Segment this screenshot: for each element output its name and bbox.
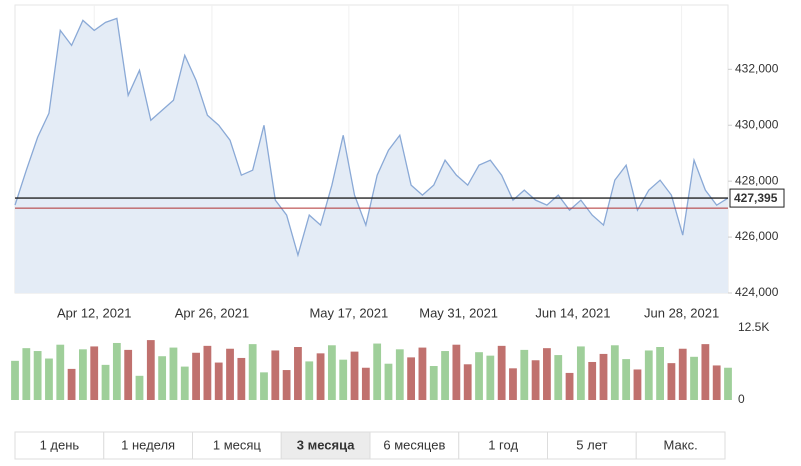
range-button-label[interactable]: 5 лет [576, 437, 607, 452]
volume-bar [554, 355, 563, 400]
volume-bar [214, 362, 223, 400]
range-button-label[interactable]: 1 год [488, 437, 518, 452]
volume-bar [565, 372, 574, 400]
volume-bar [509, 368, 517, 400]
volume-bar [56, 344, 65, 400]
volume-bar [712, 365, 721, 400]
y-tick-label: 432,000 [735, 61, 779, 75]
volume-bar [373, 343, 382, 400]
volume-bar [101, 364, 110, 400]
volume-bar [22, 348, 31, 400]
volume-bar [622, 359, 631, 400]
y-tick-label: 426,000 [735, 229, 779, 243]
x-tick-label: Jun 14, 2021 [535, 305, 610, 320]
volume-bar [531, 360, 540, 400]
volume-bar [724, 367, 732, 400]
volume-bar [667, 363, 676, 400]
volume-bar [327, 345, 336, 400]
volume-bar [656, 347, 664, 400]
volume-bar [418, 347, 427, 400]
volume-bar [203, 345, 212, 400]
volume-bar [543, 348, 551, 400]
y-tick-label: 428,000 [735, 173, 779, 187]
volume-bar [305, 361, 314, 400]
volume-bar [395, 349, 404, 400]
volume-bar [271, 350, 280, 400]
range-button-label[interactable]: 3 месяца [297, 437, 355, 452]
y-tick-label: 424,000 [735, 285, 779, 299]
volume-bar [633, 369, 642, 400]
x-tick-label: May 31, 2021 [419, 305, 498, 320]
range-button[interactable] [547, 431, 637, 460]
volume-bar [112, 342, 121, 400]
range-button[interactable] [635, 431, 726, 460]
volume-bar [701, 344, 710, 400]
volume-bar [486, 355, 495, 400]
range-button[interactable] [103, 431, 193, 460]
volume-bar [690, 356, 698, 400]
volume-bar [192, 352, 200, 400]
volume-bar [441, 351, 449, 400]
x-tick-label: Apr 12, 2021 [57, 305, 131, 320]
volume-bar [316, 353, 325, 400]
volume-bar [226, 348, 234, 400]
volume-bar [260, 372, 268, 400]
range-button[interactable] [369, 431, 460, 460]
volume-bar [588, 361, 597, 400]
volume-bar [576, 346, 585, 400]
volume-bar [644, 350, 653, 400]
volume-bar [237, 357, 246, 400]
volume-bar [124, 349, 133, 400]
volume-bar [384, 363, 393, 400]
volume-bar [45, 358, 53, 400]
volume-bar [339, 359, 348, 400]
volume-bar [429, 366, 438, 400]
volume-bar [90, 346, 99, 400]
x-tick-label: Jun 28, 2021 [644, 305, 719, 320]
volume-bar [497, 345, 506, 400]
volume-bar [678, 348, 687, 400]
volume-tick-label: 12.5K [738, 320, 769, 334]
area-fill [15, 18, 728, 293]
x-tick-label: Apr 26, 2021 [175, 305, 249, 320]
last-price-box [729, 188, 785, 208]
last-price-label: 427,395 [734, 191, 778, 205]
range-button[interactable] [458, 431, 548, 460]
volume-bar [169, 347, 178, 400]
range-button[interactable] [14, 431, 105, 460]
volume-bar [407, 357, 416, 400]
volume-bar [248, 344, 257, 400]
volume-bar [463, 364, 472, 400]
range-button-label[interactable]: 6 месяцев [383, 437, 445, 452]
volume-tick-label: 0 [738, 392, 745, 406]
volume-bar [361, 367, 370, 400]
volume-bar [135, 375, 144, 400]
volume-bar [294, 347, 302, 400]
volume-bar [11, 360, 19, 400]
volume-bar [350, 351, 359, 400]
volume-bar [158, 356, 167, 400]
range-button[interactable] [192, 431, 282, 460]
volume-bar [282, 370, 291, 400]
volume-bar [146, 340, 155, 400]
volume-bar [452, 344, 461, 400]
volume-bar [67, 368, 76, 400]
volume-bar [475, 352, 483, 400]
range-button-label[interactable]: Макс. [664, 437, 698, 452]
volume-bar [520, 349, 529, 400]
volume-bar [180, 366, 189, 400]
price-line [14, 17, 729, 258]
volume-bar [599, 353, 608, 400]
range-button-label[interactable]: 1 день [40, 437, 80, 452]
range-button-label[interactable]: 1 месяц [213, 437, 262, 452]
y-tick-label: 430,000 [735, 117, 779, 131]
range-button-label[interactable]: 1 неделя [121, 437, 175, 452]
x-tick-label: May 17, 2021 [309, 305, 388, 320]
volume-bar [79, 349, 87, 400]
volume-bar [610, 345, 619, 400]
volume-bar [33, 351, 42, 400]
